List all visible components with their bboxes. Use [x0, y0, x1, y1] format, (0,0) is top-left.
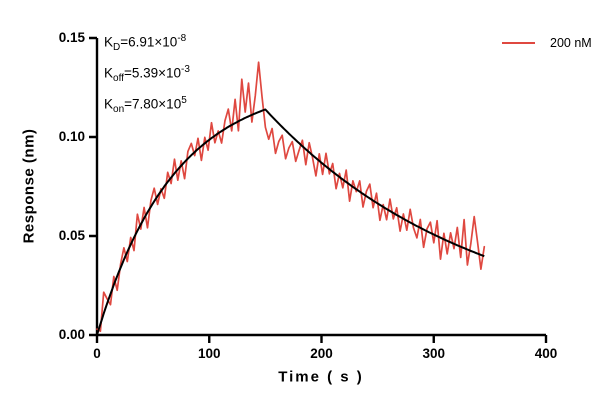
- legend-line-swatch: [502, 42, 535, 44]
- annotation-kon: Kon=7.80×105: [104, 95, 187, 116]
- kinetics-annotation: KD=6.91×10-8 Koff=5.39×10-3 Kon=7.80×105: [104, 28, 190, 122]
- annotation-kd: KD=6.91×10-8: [104, 33, 187, 54]
- legend-label: 200 nM: [550, 36, 592, 50]
- x-tick-100: 100: [197, 346, 221, 361]
- annotation-koff: Koff=5.39×10-3: [104, 64, 190, 85]
- y-tick-0.10: 0.10: [58, 129, 85, 144]
- fit-curve: [96, 108, 485, 336]
- y-tick-0.15: 0.15: [58, 30, 85, 45]
- x-tick-400: 400: [534, 346, 558, 361]
- legend: 200 nM: [502, 36, 592, 50]
- y-tick-0.00: 0.00: [58, 327, 85, 342]
- y-tick-0.05: 0.05: [58, 228, 85, 243]
- x-axis-title: Time ( s ): [278, 368, 364, 386]
- x-tick-0: 0: [93, 346, 101, 361]
- x-tick-300: 300: [422, 346, 446, 361]
- x-tick-200: 200: [310, 346, 333, 361]
- y-axis-title: Response (nm): [20, 128, 38, 244]
